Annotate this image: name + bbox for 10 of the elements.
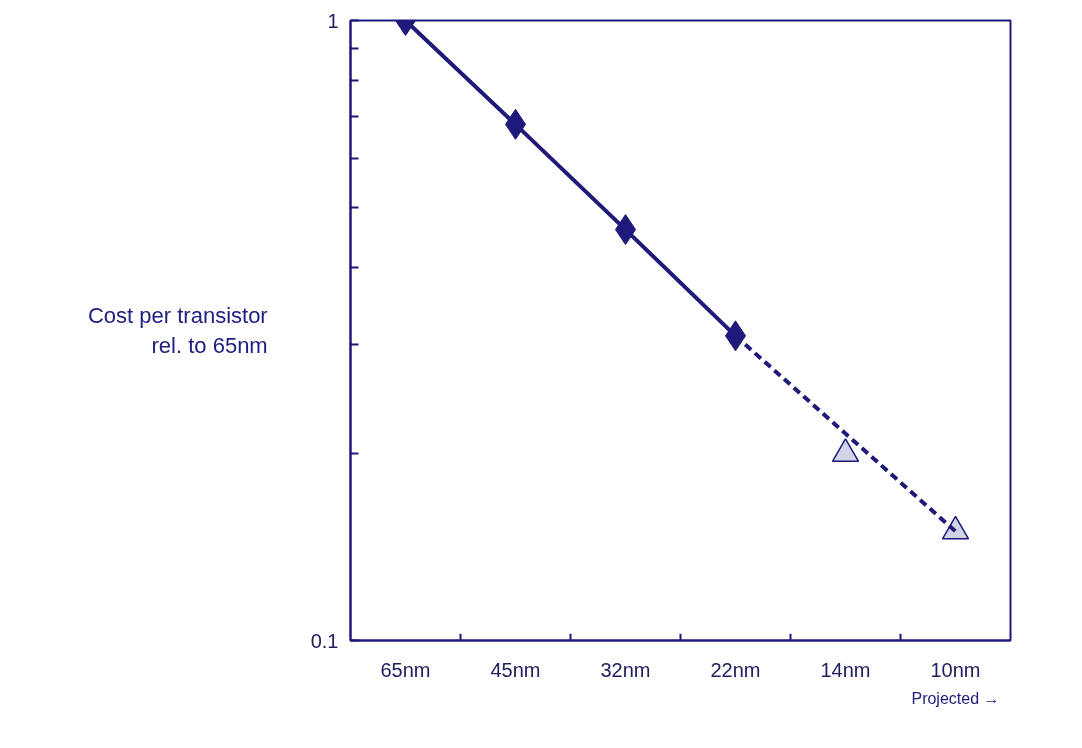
text: Projected → (911, 689, 1000, 707)
x-tick-label: 65nm (380, 658, 431, 681)
x-tick-label: 32nm (600, 658, 651, 681)
y-tick-label: 0.1 (310, 629, 339, 652)
x-tick-label: 10nm (930, 658, 981, 681)
x-tick-label: 14nm (820, 658, 871, 681)
x-tick-label: 22nm (710, 658, 761, 681)
x-tick-label: 45nm (490, 658, 541, 681)
y-tick-label: 1 (327, 9, 339, 32)
y-axis-title: Cost per transistor rel. to 65nm (87, 303, 268, 358)
